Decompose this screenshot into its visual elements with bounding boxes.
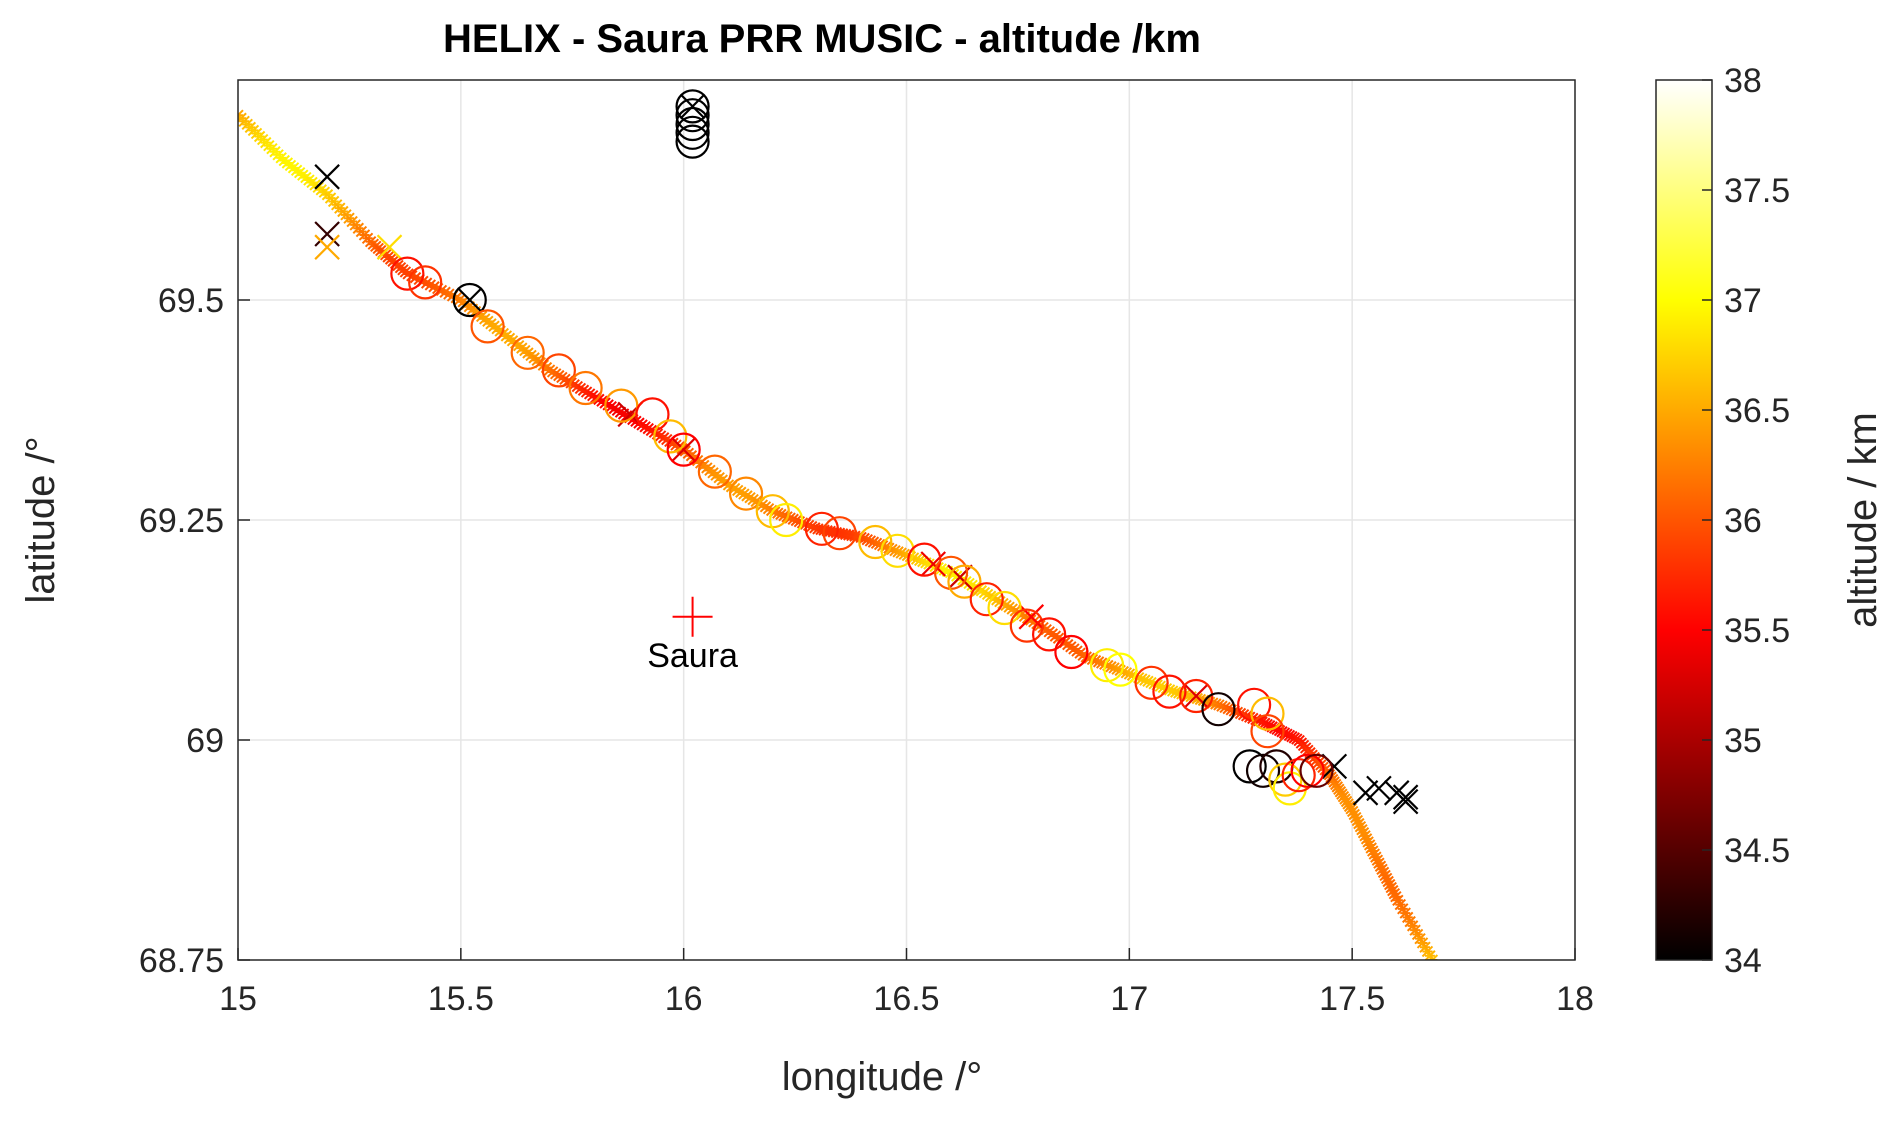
circle-marker (1009, 608, 1044, 643)
colorbar-tick-label: 34 (1724, 942, 1762, 980)
saura-annotation: Saura (647, 596, 738, 675)
cross-marker (947, 564, 973, 590)
circle-markers (390, 89, 1334, 806)
circle-marker (541, 353, 576, 388)
circle-marker (653, 419, 688, 454)
cross-marker (1366, 775, 1392, 802)
circle-marker (470, 309, 505, 344)
x-tick-label: 15 (219, 980, 257, 1018)
x-tick-label: 16.5 (873, 980, 939, 1018)
circle-marker (1152, 674, 1187, 709)
cross-marker (456, 287, 483, 313)
cross-marker (314, 234, 340, 260)
saura-label: Saura (647, 637, 738, 675)
circle-marker (1245, 753, 1281, 788)
x-axis-label: longitude /° (782, 1055, 983, 1099)
cross-marker (1392, 788, 1419, 815)
y-tick-label: 68.75 (139, 942, 224, 980)
circle-marker (1054, 634, 1089, 670)
circle-marker (1299, 753, 1334, 788)
y-tick-label: 69.5 (158, 282, 224, 320)
circle-marker (804, 511, 839, 546)
cross-marker (314, 221, 340, 247)
circle-marker (1232, 749, 1267, 784)
colorbar-tick-label: 36.5 (1724, 392, 1790, 430)
colorbar-tick-label: 34.5 (1724, 832, 1790, 870)
circle-marker (568, 370, 603, 406)
y-tick-label: 69 (186, 722, 224, 760)
cross-marker (1352, 780, 1379, 806)
track-marker (1426, 954, 1439, 960)
circle-marker (1281, 758, 1316, 793)
circle-marker (858, 524, 893, 560)
saura-marker (672, 596, 713, 637)
circle-marker (390, 256, 425, 291)
x-tick-label: 16 (665, 980, 703, 1018)
circle-marker (728, 476, 764, 511)
cross-marker (679, 93, 706, 120)
circle-marker (408, 265, 443, 300)
circle-marker (697, 454, 732, 489)
circle-marker (675, 124, 710, 159)
circle-marker (969, 582, 1004, 617)
circle-marker (1201, 692, 1236, 727)
colorbar-tick-label: 37 (1724, 282, 1762, 320)
cross-marker (670, 436, 697, 463)
circle-marker (452, 282, 487, 318)
circle-marker (880, 533, 915, 568)
circle-marker (1103, 652, 1138, 687)
circle-marker (947, 564, 982, 599)
circle-marker (1250, 714, 1285, 749)
circle-marker (769, 502, 804, 538)
x-tick-label: 17.5 (1319, 980, 1385, 1018)
circle-marker (675, 89, 710, 124)
cross-marker (1392, 784, 1419, 810)
circle-marker (1290, 753, 1325, 788)
track-series (238, 109, 1439, 960)
colorbar-label: altitude / km (1841, 412, 1885, 628)
circle-marker (1089, 648, 1125, 683)
axes: 15 15.5 16 16.5 17 17.5 18 68.75 69 69.25 69.5 (139, 282, 1594, 1018)
colorbar-tick-label: 35 (1724, 722, 1762, 760)
circle-marker (1032, 617, 1067, 652)
circle-marker (675, 98, 710, 133)
circle-marker (1134, 665, 1169, 700)
circle-marker (822, 516, 857, 551)
cross-marker (920, 551, 947, 577)
x-tick-label: 18 (1556, 980, 1594, 1018)
x-tick-label: 17 (1110, 980, 1148, 1018)
y-tick-label: 69.25 (139, 502, 224, 540)
circle-marker (510, 335, 545, 370)
cross-markers (314, 93, 1419, 815)
circle-marker (675, 115, 710, 150)
circle-marker (987, 590, 1022, 626)
colorbar-tick-label: 38 (1724, 62, 1762, 100)
y-axis-label: latitude /° (19, 436, 63, 603)
circle-marker (1250, 696, 1285, 731)
chart-title: HELIX - Saura PRR MUSIC - altitude /km (443, 17, 1201, 61)
colorbar-ticks: 34 34.5 35 35.5 36 36.5 37 37.5 38 (1702, 62, 1790, 980)
cross-marker (376, 234, 403, 260)
circle-marker (1268, 762, 1303, 797)
circle-marker (1179, 678, 1214, 714)
colorbar-tick-label: 35.5 (1724, 612, 1790, 650)
circle-marker (666, 432, 701, 467)
cross-marker (1018, 604, 1045, 630)
circle-marker (675, 106, 710, 142)
colorbar-tick-label: 37.5 (1724, 172, 1790, 210)
circle-marker (635, 397, 670, 432)
x-tick-label: 15.5 (428, 980, 494, 1018)
cross-marker (314, 164, 340, 190)
colorbar-tick-label: 36 (1724, 502, 1762, 540)
circle-marker (604, 388, 639, 423)
grid (238, 80, 1575, 960)
